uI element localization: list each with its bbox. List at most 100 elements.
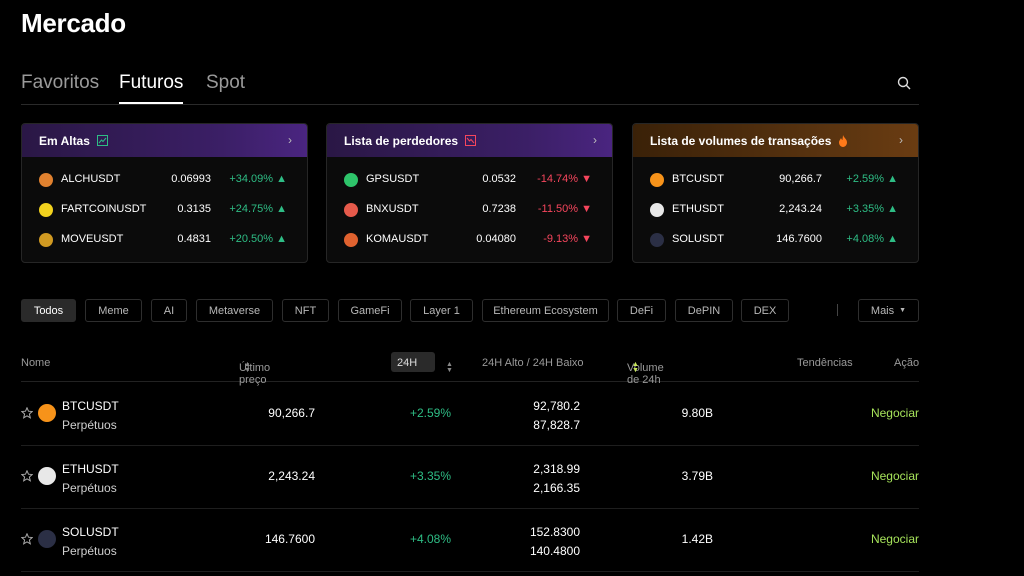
volume-row[interactable]: SOLUSDT 146.7600 +4.08% ▲ — [633, 230, 918, 250]
volume-row[interactable]: BTCUSDT 90,266.7 +2.59% ▲ — [633, 170, 918, 190]
star-icon[interactable] — [21, 533, 33, 545]
trade-button[interactable]: Negociar — [870, 406, 919, 420]
arrow-down-icon: ▼ — [581, 173, 592, 185]
filter-depin[interactable]: DePIN — [675, 299, 733, 322]
losers-row[interactable]: GPSUSDT 0.0532 -14.74% ▼ — [327, 170, 612, 190]
table-row[interactable]: SOLUSDT Perpétuos 146.7600 +4.08% 152.830… — [21, 509, 919, 572]
last-price: 90,266.7 — [268, 406, 315, 420]
header-action: Ação — [894, 357, 920, 369]
filter-defi[interactable]: DeFi — [617, 299, 666, 322]
pair-name: SOLUSDT Perpétuos — [62, 525, 119, 558]
star-icon[interactable] — [21, 470, 33, 482]
tab-spot[interactable]: Spot — [206, 72, 246, 93]
change-24h: +4.08% — [409, 532, 451, 546]
arrow-down-icon: ▼ — [581, 203, 592, 215]
chevron-right-icon[interactable]: › — [899, 133, 903, 147]
filter-layer-1[interactable]: Layer 1 — [410, 299, 473, 322]
search-icon[interactable] — [897, 76, 911, 90]
arrow-up-icon: ▲ — [887, 233, 898, 245]
coin-change: -14.74% ▼ — [537, 173, 592, 185]
gainers-row[interactable]: FARTCOINUSDT 0.3135 +24.75% ▲ — [22, 200, 307, 220]
filter-ai[interactable]: AI — [151, 299, 187, 322]
coin-icon — [39, 233, 53, 247]
solana-icon — [38, 530, 56, 548]
last-price: 146.7600 — [264, 532, 315, 546]
coin-symbol: GPSUSDT — [366, 173, 420, 185]
filter-gamefi[interactable]: GameFi — [338, 299, 402, 322]
coin-price: 0.06993 — [171, 173, 211, 185]
table-header: Nome Último preço ▲ ▼ 24H ⌄ ▲ ▼ 24H Alto / 2… — [21, 352, 920, 386]
filter-nft[interactable]: NFT — [282, 299, 329, 322]
coin-change: +2.59% ▲ — [846, 173, 898, 185]
tab-futuros[interactable]: Futuros — [119, 72, 184, 104]
header-name: Nome — [21, 357, 51, 369]
coin-price: 0.04080 — [476, 233, 516, 245]
market-tabs: Favoritos Futuros Spot — [21, 72, 919, 105]
ethereum-icon — [650, 203, 664, 217]
chevron-right-icon[interactable]: › — [288, 133, 292, 147]
divider — [837, 304, 838, 316]
high-low-24h: 152.8300 140.4800 — [529, 525, 580, 558]
coin-price: 146.7600 — [776, 233, 822, 245]
sort-icon: ▲ ▼ — [244, 361, 251, 374]
filter-meme[interactable]: Meme — [85, 299, 142, 322]
table-row[interactable]: BTCUSDT Perpétuos 90,266.7 +2.59% 92,780.… — [21, 383, 919, 446]
arrow-down-icon: ▼ — [581, 233, 592, 245]
arrow-up-icon: ▲ — [276, 173, 287, 185]
losers-row[interactable]: KOMAUSDT 0.04080 -9.13% ▼ — [327, 230, 612, 250]
volume-card[interactable]: Lista de volumes de transações › BTCUSDT… — [632, 123, 919, 263]
gainers-row[interactable]: MOVEUSDT 0.4831 +20.50% ▲ — [22, 230, 307, 250]
filter-todos[interactable]: Todos — [21, 299, 76, 322]
trade-button[interactable]: Negociar — [870, 532, 919, 546]
tab-favoritos[interactable]: Favoritos — [21, 72, 100, 93]
losers-card[interactable]: Lista de perdedores › GPSUSDT 0.0532 -14… — [326, 123, 613, 263]
filter-metaverse[interactable]: Metaverse — [196, 299, 273, 322]
losers-card-header[interactable]: Lista de perdedores › — [327, 124, 612, 157]
filter-ethereum-ecosystem[interactable]: Ethereum Ecosystem — [482, 299, 609, 322]
coin-symbol: SOLUSDT — [672, 233, 724, 245]
coin-symbol: MOVEUSDT — [61, 233, 124, 245]
gainers-card-header[interactable]: Em Altas › — [22, 124, 307, 157]
coin-change: +34.09% ▲ — [229, 173, 287, 185]
high-low-24h: 92,780.2 87,828.7 — [533, 399, 580, 432]
caret-down-icon: ▼ — [899, 307, 907, 314]
last-price: 2,243.24 — [268, 469, 315, 483]
trade-button[interactable]: Negociar — [870, 469, 919, 483]
highlight-cards: Em Altas › ALCHUSDT 0.06993 +34.09% ▲ FA… — [21, 123, 919, 263]
gainers-card-title: Em Altas — [39, 133, 90, 148]
gainers-row[interactable]: ALCHUSDT 0.06993 +34.09% ▲ — [22, 170, 307, 190]
gainers-card[interactable]: Em Altas › ALCHUSDT 0.06993 +34.09% ▲ FA… — [21, 123, 308, 263]
coin-change: +4.08% ▲ — [846, 233, 898, 245]
star-icon[interactable] — [21, 407, 33, 419]
table-row[interactable]: ETHUSDT Perpétuos 2,243.24 +3.35% 2,318.9… — [21, 446, 919, 509]
filter-dex[interactable]: DEX — [741, 299, 789, 322]
coin-icon — [39, 173, 53, 187]
coin-symbol: FARTCOINUSDT — [61, 203, 147, 215]
period-select[interactable]: 24H ⌄ — [391, 352, 435, 372]
arrow-up-icon: ▲ — [887, 203, 898, 215]
high-low-24h: 2,318.99 2,166.35 — [533, 462, 580, 495]
change-24h: +2.59% — [409, 406, 451, 420]
volume-row[interactable]: ETHUSDT 2,243.24 +3.35% ▲ — [633, 200, 918, 220]
more-filters-button[interactable]: Mais ▼ — [858, 299, 919, 322]
coin-change: -9.13% ▼ — [543, 233, 592, 245]
coin-price: 2,243.24 — [779, 203, 822, 215]
coin-icon — [344, 233, 358, 247]
volume-24h: 3.79B — [681, 469, 713, 483]
coin-symbol: KOMAUSDT — [366, 233, 429, 245]
volume-card-header[interactable]: Lista de volumes de transações › — [633, 124, 918, 157]
losers-card-title: Lista de perdedores — [344, 133, 459, 148]
coin-icon — [344, 203, 358, 217]
header-high-low: 24H Alto / 24H Baixo — [482, 357, 584, 369]
coin-change: +24.75% ▲ — [229, 203, 287, 215]
pair-name: BTCUSDT Perpétuos — [62, 399, 119, 432]
arrow-up-icon: ▲ — [887, 173, 898, 185]
coin-change: -11.50% ▼ — [537, 203, 592, 215]
change-24h: +3.35% — [409, 469, 451, 483]
chevron-right-icon[interactable]: › — [593, 133, 597, 147]
chart-up-icon — [96, 135, 108, 146]
coin-price: 0.7238 — [482, 203, 516, 215]
losers-row[interactable]: BNXUSDT 0.7238 -11.50% ▼ — [327, 200, 612, 220]
arrow-up-icon: ▲ — [276, 233, 287, 245]
bitcoin-icon — [38, 404, 56, 422]
